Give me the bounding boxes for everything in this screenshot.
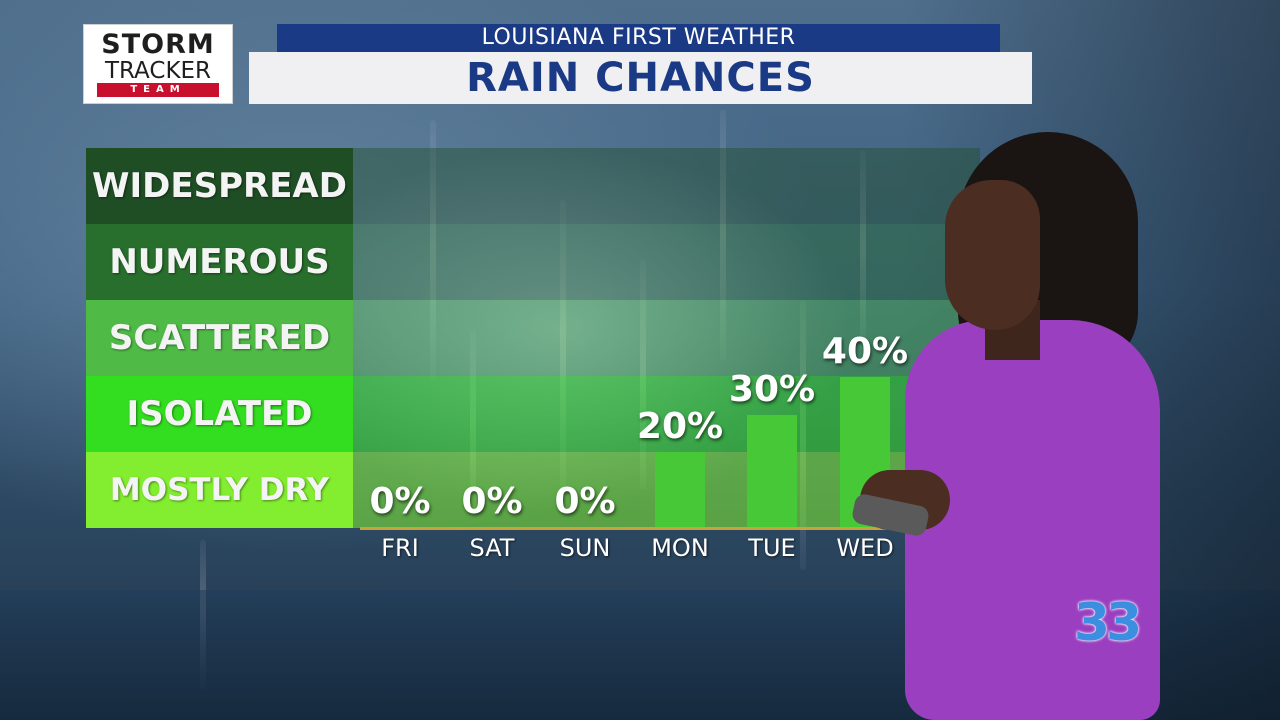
level-label: MOSTLY DRY — [86, 452, 353, 528]
bar-tue — [747, 414, 797, 527]
level-label: NUMEROUS — [86, 224, 353, 300]
station-33-logo: 33 — [1073, 593, 1142, 653]
value-label-tue: 30% — [728, 368, 816, 410]
storm-tracker-logo: STORM TRACKER TEAM — [83, 24, 233, 104]
day-label-mon: MON — [651, 534, 709, 562]
logo-line-2: TRACKER — [104, 58, 212, 84]
rain-streak — [720, 110, 726, 360]
level-label: SCATTERED — [86, 300, 353, 376]
value-label-mon: 20% — [636, 406, 724, 447]
subtitle-banner — [277, 24, 1000, 52]
level-band — [353, 224, 980, 300]
value-label-wed: 40% — [821, 331, 909, 372]
level-label: ISOLATED — [86, 376, 353, 452]
presenter-face — [945, 180, 1040, 330]
chart-baseline — [360, 527, 898, 530]
rain-streak — [560, 200, 566, 500]
day-label-tue: TUE — [748, 534, 796, 562]
subtitle-text: LOUISIANA FIRST WEATHER — [481, 25, 796, 50]
presenter-body — [905, 320, 1160, 720]
bar-mon — [655, 452, 705, 527]
day-label-sat: SAT — [469, 534, 515, 562]
logo-line-3: TEAM — [97, 83, 219, 97]
level-label: WIDESPREAD — [86, 148, 353, 224]
rain-streak — [640, 260, 646, 490]
rain-streak — [860, 150, 866, 350]
day-label-wed: WED — [836, 534, 894, 562]
level-band — [353, 300, 980, 376]
day-label-fri: FRI — [381, 534, 419, 562]
level-band — [353, 148, 980, 224]
chart-title: RAIN CHANCES — [466, 55, 815, 101]
value-label-fri: 0% — [369, 481, 431, 522]
title-banner — [249, 52, 1032, 104]
day-label-sun: SUN — [559, 534, 611, 562]
value-label-sun: 0% — [554, 481, 616, 522]
value-label-sat: 0% — [461, 481, 523, 522]
rain-streak — [430, 120, 436, 380]
logo-line-1: STORM — [101, 29, 215, 60]
